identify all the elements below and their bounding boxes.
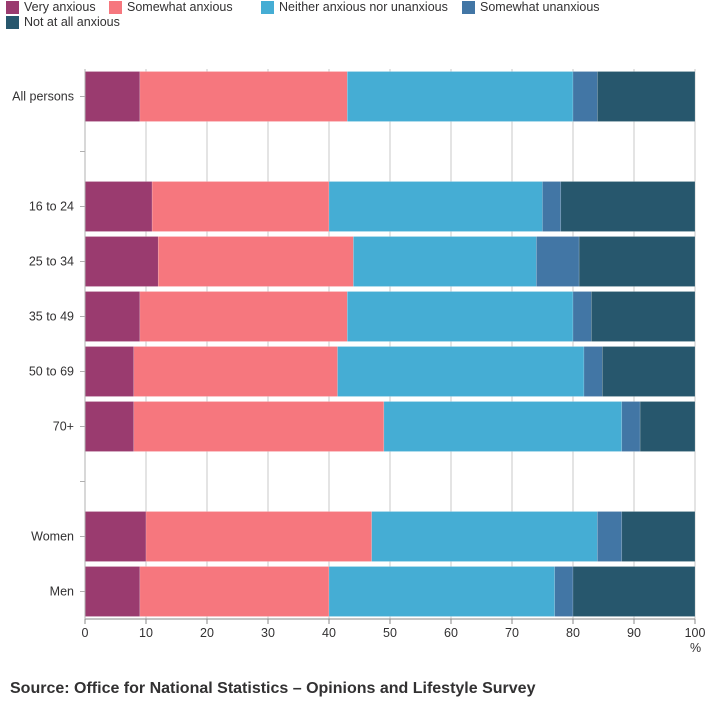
legend-label: Very anxious bbox=[24, 0, 96, 14]
bar-segment bbox=[157, 236, 354, 287]
category-label: 25 to 34 bbox=[29, 255, 74, 269]
legend-swatch bbox=[109, 0, 122, 14]
x-tick-label: 20 bbox=[200, 626, 214, 640]
bar-segment bbox=[84, 71, 141, 122]
legend-item[interactable]: Very anxious bbox=[6, 0, 96, 14]
bar-segment bbox=[583, 346, 603, 397]
legend-swatch bbox=[6, 0, 19, 14]
category-label: Men bbox=[50, 585, 74, 599]
bar-segment bbox=[84, 511, 147, 562]
bar-segment bbox=[591, 291, 696, 342]
bar-segment bbox=[139, 291, 348, 342]
x-unit-label: % bbox=[690, 641, 701, 655]
legend-label: Not at all anxious bbox=[24, 15, 120, 29]
bar-segment bbox=[560, 181, 696, 232]
category-label: 70+ bbox=[53, 420, 74, 434]
legend-item[interactable]: Somewhat unanxious bbox=[462, 0, 600, 14]
legend-item[interactable]: Somewhat anxious bbox=[109, 0, 233, 14]
x-tick-label: 80 bbox=[566, 626, 580, 640]
bar-segment bbox=[602, 346, 696, 397]
bar-segment bbox=[328, 566, 555, 617]
bar-segment bbox=[371, 511, 598, 562]
x-tick-label: 70 bbox=[505, 626, 519, 640]
x-tick-label: 0 bbox=[82, 626, 89, 640]
category-label: Women bbox=[31, 530, 74, 544]
x-tick-label: 100 bbox=[685, 626, 706, 640]
legend-item[interactable]: Neither anxious nor unanxious bbox=[261, 0, 448, 14]
x-tick-label: 60 bbox=[444, 626, 458, 640]
bar-segment bbox=[84, 291, 141, 342]
legend-swatch bbox=[261, 0, 274, 14]
bar-segment bbox=[139, 566, 330, 617]
bar-segment bbox=[133, 346, 338, 397]
legend-swatch bbox=[462, 0, 475, 14]
bar-segment bbox=[84, 236, 159, 287]
bar-segment bbox=[151, 181, 330, 232]
bar-segment bbox=[145, 511, 372, 562]
bar-segment bbox=[353, 236, 537, 287]
bar-segment bbox=[84, 346, 135, 397]
bar-segment bbox=[578, 236, 696, 287]
plot-area: All persons 16 to 24 25 to 34 35 to 49 50 to… bbox=[12, 69, 706, 655]
legend-label: Somewhat anxious bbox=[127, 0, 233, 14]
bar-segment bbox=[536, 236, 580, 287]
category-label: 35 to 49 bbox=[29, 310, 74, 324]
bar-segment bbox=[337, 346, 585, 397]
category-label: 16 to 24 bbox=[29, 200, 74, 214]
bar-segment bbox=[84, 566, 141, 617]
bar-segment bbox=[572, 71, 598, 122]
bar-segment bbox=[347, 71, 574, 122]
category-label: All persons bbox=[12, 90, 74, 104]
bar-segment bbox=[639, 401, 696, 452]
bar-segment bbox=[84, 181, 153, 232]
bar-segment bbox=[84, 401, 135, 452]
category-label: 50 to 69 bbox=[29, 365, 74, 379]
bar-segment bbox=[597, 511, 623, 562]
x-tick-label: 10 bbox=[139, 626, 153, 640]
bar-segment bbox=[383, 401, 623, 452]
bar-segment bbox=[347, 291, 574, 342]
x-tick-label: 50 bbox=[383, 626, 397, 640]
bar-segment bbox=[554, 566, 574, 617]
x-tick-label: 90 bbox=[627, 626, 641, 640]
legend-swatch bbox=[6, 15, 19, 29]
bar-segment bbox=[139, 71, 348, 122]
bar-segment bbox=[328, 181, 543, 232]
x-tick-label: 30 bbox=[261, 626, 275, 640]
bar-segment bbox=[621, 511, 696, 562]
bar-segment bbox=[621, 401, 641, 452]
source-note: Source: Office for National Statistics –… bbox=[10, 680, 536, 697]
bar-segment bbox=[572, 566, 696, 617]
legend-label: Neither anxious nor unanxious bbox=[279, 0, 448, 14]
bar-segment bbox=[572, 291, 592, 342]
bar-segment bbox=[597, 71, 696, 122]
bar-segment bbox=[542, 181, 562, 232]
x-tick-label: 40 bbox=[322, 626, 336, 640]
legend-label: Somewhat unanxious bbox=[480, 0, 600, 14]
bar-segment bbox=[133, 401, 385, 452]
legend-item[interactable]: Not at all anxious bbox=[6, 15, 120, 29]
